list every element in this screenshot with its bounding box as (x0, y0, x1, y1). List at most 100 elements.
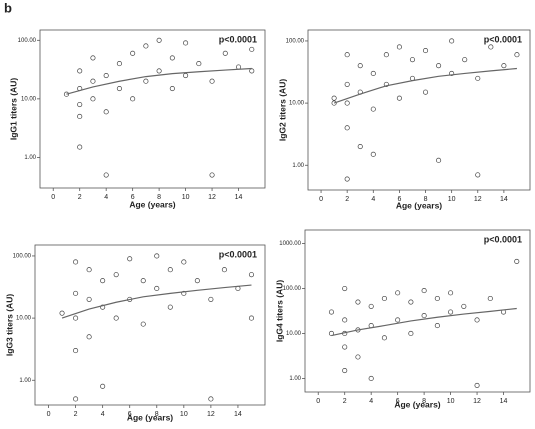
scatter-point (194, 278, 200, 284)
scatter-point (436, 157, 442, 163)
x-tick-label: 2 (78, 194, 82, 201)
scatter-point (222, 50, 228, 56)
x-tick-label: 12 (207, 411, 215, 418)
scatter-point (449, 70, 455, 76)
plot-frame (34, 244, 266, 406)
scatter-point (461, 303, 467, 309)
x-axis-label: Age (years) (394, 399, 440, 409)
panel: 0 2 4 6 8 10 12 14 1.00 10.00 100.00 p<0.0001 Age (y… (8, 29, 266, 209)
x-tick-label: 6 (396, 398, 400, 405)
scatter-point (156, 68, 162, 74)
x-tick-label: 14 (235, 194, 243, 201)
x-tick-label: 0 (316, 398, 320, 405)
scatter-point (248, 315, 255, 321)
y-tick-label: 10.00 (16, 316, 32, 322)
scatter-point (368, 375, 374, 382)
scatter-point (130, 50, 136, 56)
scatter-point (475, 75, 481, 81)
scatter-point (116, 61, 122, 67)
scatter-point (73, 315, 79, 321)
x-tick-label: 10 (180, 411, 188, 418)
scatter-point (395, 317, 401, 323)
scatter-point (381, 295, 387, 302)
x-tick-label: 2 (345, 196, 349, 203)
scatter-point (77, 144, 83, 150)
scatter-point (344, 81, 350, 87)
scatter-point (474, 317, 480, 323)
scatter-point (434, 323, 440, 329)
scatter-point (514, 258, 520, 264)
x-tick-label: 8 (422, 398, 426, 405)
scatter-point (86, 296, 92, 302)
fit-line (331, 307, 517, 337)
x-tick-label: 12 (208, 194, 216, 201)
y-tick-label: 10.00 (286, 331, 302, 337)
scatter-point (183, 73, 189, 79)
scatter-point (368, 303, 374, 309)
y-axis-label: IgG1 titers (AU) (8, 78, 18, 141)
x-axis-label: Age (years) (127, 412, 173, 422)
scatter-point (73, 348, 79, 354)
scatter-point (436, 63, 442, 69)
y-tick-label: 1.00 (19, 378, 31, 384)
y-tick-label: 100.00 (286, 39, 305, 45)
scatter-point (183, 40, 189, 46)
scatter-point (100, 383, 106, 389)
scatter-point (501, 63, 507, 69)
scatter-point (514, 52, 520, 58)
x-tick-label: 4 (104, 194, 108, 201)
scatter-point (409, 57, 416, 63)
plot-frame (39, 29, 266, 189)
scatter-point (422, 48, 429, 54)
scatter-point (73, 396, 79, 402)
scatter-point (181, 259, 187, 265)
x-tick-label: 6 (131, 194, 135, 201)
scatter-point (342, 285, 348, 292)
scatter-point (331, 100, 337, 106)
scatter-point (100, 304, 106, 310)
x-tick-label: 8 (424, 196, 428, 203)
scatter-point (344, 52, 350, 58)
scatter-point (370, 106, 376, 112)
scatter-point (208, 396, 214, 402)
x-tick-label: 8 (155, 411, 159, 418)
scatter-point (221, 267, 227, 273)
scatter-point (235, 64, 242, 70)
scatter-point (488, 44, 494, 50)
x-tick-label: 10 (182, 194, 190, 201)
scatter-point (357, 144, 363, 150)
scatter-point (408, 299, 414, 305)
x-tick-label: 12 (473, 398, 481, 405)
panel: 0 2 4 6 8 10 12 14 1.00 10.00 100.00 1000.00 p<0.000… (274, 229, 531, 409)
scatter-point (357, 63, 363, 69)
scatter-point (196, 61, 202, 67)
y-axis-label: IgG4 titers (AU) (274, 280, 284, 343)
panel: 0 2 4 6 8 10 12 14 1.00 10.00 100.00 p<0.0001 Age (y… (4, 244, 266, 422)
scatter-point (342, 367, 348, 374)
scatter-point (169, 85, 175, 92)
scatter-point (86, 267, 92, 273)
scatter-point (167, 304, 173, 310)
fit-line (61, 284, 252, 319)
x-tick-label: 0 (47, 411, 51, 418)
scatter-point (449, 38, 455, 44)
scatter-point (396, 95, 402, 101)
scatter-point (396, 44, 402, 50)
x-axis-label: Age (years) (396, 200, 442, 210)
scatter-point (370, 70, 376, 76)
scatter-point (103, 109, 109, 115)
scatter-point (181, 290, 187, 296)
scatter-point (86, 334, 92, 340)
scatter-point (90, 96, 96, 102)
scatter-point (344, 125, 350, 131)
scatter-point (370, 151, 376, 157)
panel: 0 2 4 6 8 10 12 14 1.00 10.00 100.00 p<0.0001 Age (y… (277, 29, 531, 210)
x-tick-label: 10 (447, 398, 455, 405)
x-tick-label: 0 (319, 196, 323, 203)
panel-label: b (4, 0, 12, 15)
scatter-point (130, 96, 136, 102)
scatter-point (59, 310, 65, 316)
x-axis-label: Age (years) (129, 199, 175, 209)
scatter-point (331, 95, 337, 101)
